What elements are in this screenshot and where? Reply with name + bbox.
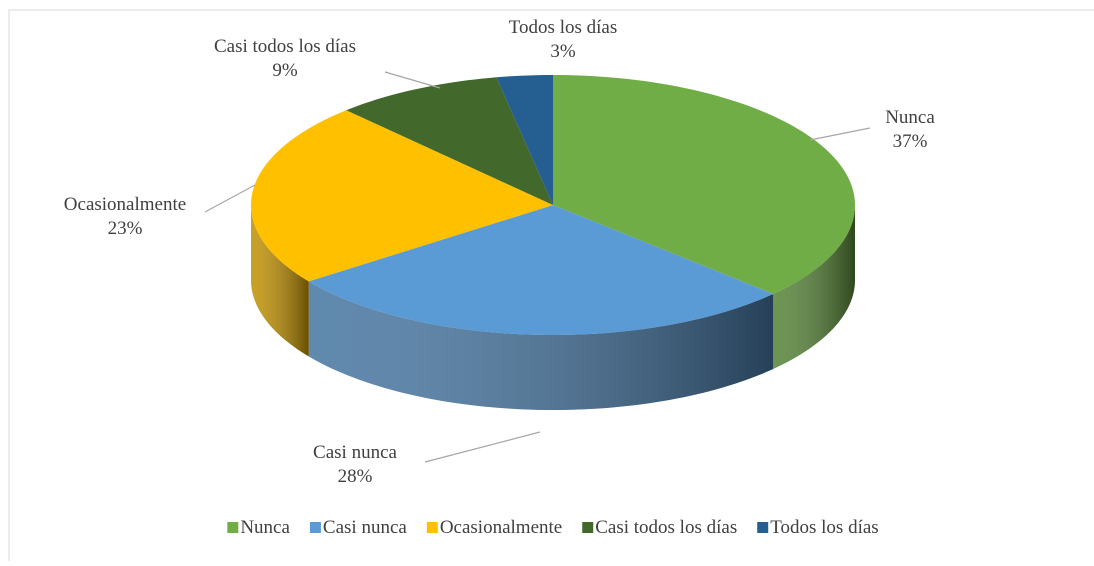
leader-line	[809, 127, 871, 141]
slice	[251, 110, 553, 282]
legend: Nunca Casi nunca Ocasionalmente Casi todos …	[227, 517, 879, 538]
data-label-name: Casi todos los días	[214, 36, 356, 57]
data-label-name: Todos los días	[509, 17, 617, 38]
data-label-name: Nunca	[885, 107, 935, 128]
legend-label: Casi nunca	[323, 517, 407, 538]
slice-side-shade	[308, 281, 774, 410]
legend-label: Ocasionalmente	[440, 517, 562, 538]
legend-swatch	[426, 522, 438, 533]
legend-swatch	[227, 522, 239, 533]
data-label-value: 3%	[550, 41, 576, 62]
slice	[553, 75, 855, 294]
leader-line	[424, 431, 541, 463]
slice-side-shade	[773, 205, 855, 369]
slice	[346, 77, 553, 205]
data-label-value: 9%	[272, 60, 298, 81]
slice	[308, 205, 774, 335]
chart-frame	[8, 9, 1094, 561]
legend-swatch	[757, 522, 769, 533]
legend-label: Todos los días	[770, 517, 878, 538]
slice-side-shade	[251, 205, 309, 357]
data-label-name: Casi nunca	[313, 442, 397, 463]
leader-line	[384, 71, 441, 89]
legend-swatch	[582, 522, 594, 533]
data-label-value: 23%	[108, 218, 143, 239]
slice	[496, 75, 553, 205]
data-label-name: Ocasionalmente	[64, 194, 186, 215]
data-label-value: 37%	[893, 131, 928, 152]
data-label-value: 28%	[338, 466, 373, 487]
leader-line	[204, 184, 256, 213]
legend-label: Nunca	[240, 517, 290, 538]
legend-label: Casi todos los días	[595, 517, 737, 538]
legend-swatch	[309, 522, 321, 533]
